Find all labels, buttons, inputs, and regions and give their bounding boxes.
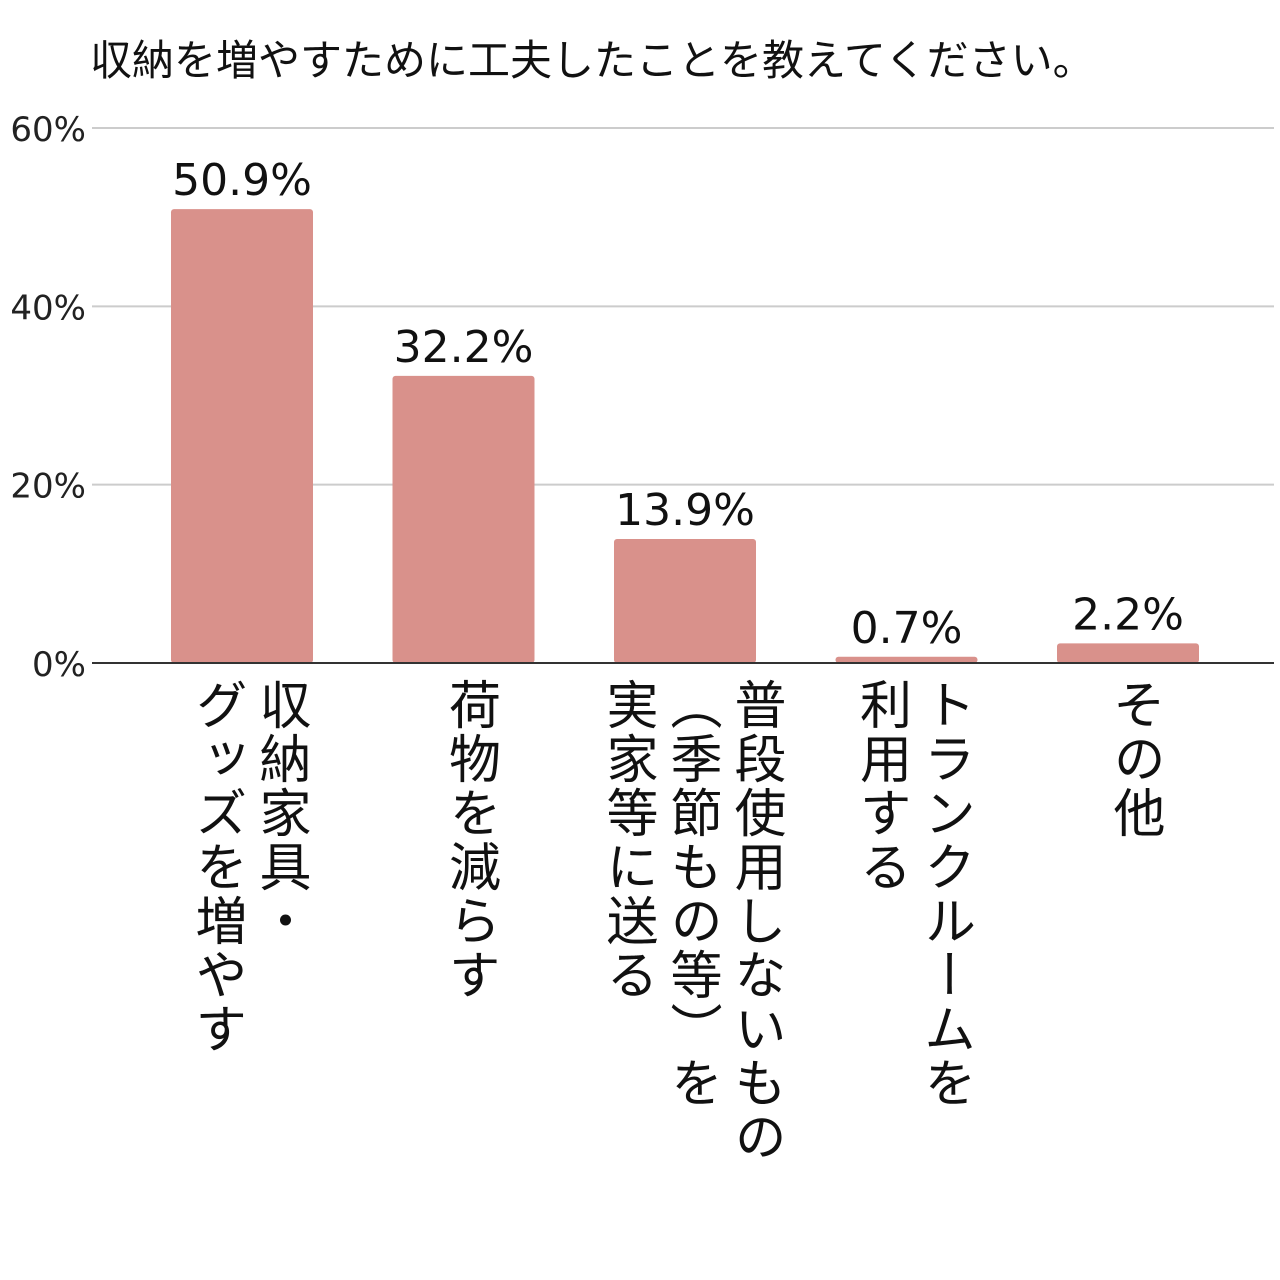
category-label: 収納家具・ グッズを増やす [186, 678, 310, 1056]
y-tick-label: 40% [10, 288, 86, 328]
category-label: その他 [1104, 678, 1164, 840]
bar [392, 375, 535, 663]
chart-title: 収納を増やすために工夫したことを教えてください。 [90, 36, 1095, 85]
data-label: 13.9% [615, 485, 755, 536]
bars [171, 209, 1199, 663]
y-tick-label: 60% [10, 110, 86, 150]
data-label: 50.9% [172, 155, 312, 206]
data-label: 0.7% [851, 603, 963, 654]
data-label: 2.2% [1072, 589, 1184, 640]
y-tick-label: 0% [32, 645, 86, 685]
category-label: 荷物を減らす [439, 678, 500, 1002]
y-tick-label: 20% [10, 467, 86, 507]
category-label: トランクルームを 利用する [850, 678, 975, 1110]
data-label: 32.2% [394, 322, 534, 373]
bar [171, 209, 313, 663]
bar [835, 656, 978, 663]
category-label: 普段使用しないもの （季節もの等）を 実家等に送る [597, 678, 785, 1164]
bar [1057, 643, 1199, 663]
data-labels: 50.9% 32.2% 13.9% 0.7% 2.2% [172, 155, 1184, 654]
bar [614, 539, 756, 663]
y-axis-ticks: 0% 20% 40% 60% [10, 110, 86, 685]
